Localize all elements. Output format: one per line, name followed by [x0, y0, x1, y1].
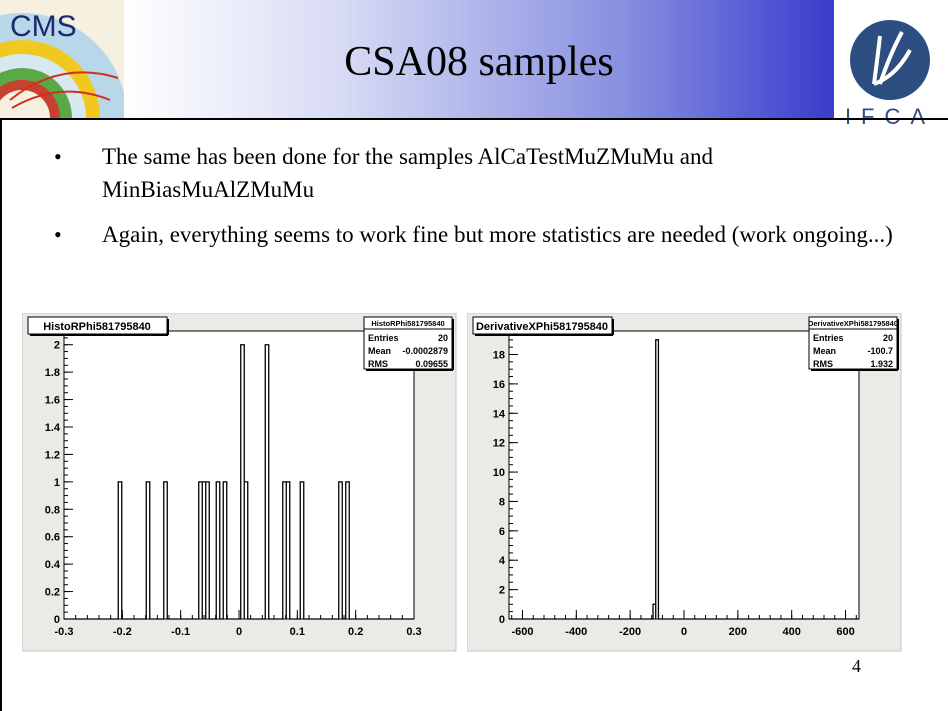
stats-name: DerivativeXPhi581795840 [808, 319, 898, 328]
bullet-list: • The same has been done for the samples… [50, 140, 910, 263]
y-tick-label: 16 [493, 379, 505, 391]
histogram-title-box: DerivativeXPhi581795840 [472, 316, 614, 336]
x-tick-label: -600 [511, 626, 533, 638]
stats-name: HistoRPhi581795840 [371, 319, 444, 328]
x-tick-label: 400 [783, 626, 801, 638]
y-tick-label: 6 [499, 526, 505, 538]
ifca-logo: IFCA [845, 20, 935, 129]
cms-logo-text: CMS [10, 10, 77, 43]
y-tick-label: 0.2 [45, 587, 60, 599]
bullet-item: • The same has been done for the samples… [50, 140, 910, 206]
stats-box: DerivativeXPhi581795840 Entries 20 Mean -100… [808, 316, 899, 371]
x-tick-label: 0 [681, 626, 687, 638]
histogram-title: DerivativeXPhi581795840 [476, 321, 608, 333]
histogram-title: HistoRPhi581795840 [43, 321, 151, 333]
stats-label: Entries [813, 333, 844, 343]
stats-box-frame [808, 316, 898, 370]
y-tick-label: 4 [499, 555, 506, 567]
y-tick-label: 8 [499, 496, 505, 508]
page-number: 4 [852, 656, 861, 676]
ifca-logo-text: IFCA [845, 104, 935, 129]
y-tick-label: 1.2 [45, 449, 60, 461]
x-tick-label: 600 [836, 626, 854, 638]
stats-box-frame [363, 316, 453, 370]
x-tick-label: -400 [565, 626, 587, 638]
y-tick-label: 18 [493, 350, 505, 362]
y-tick-label: 1.8 [45, 367, 60, 379]
bullet-text: The same has been done for the samples A… [102, 144, 713, 202]
bullet-dot: • [54, 144, 62, 169]
x-tick-label: -0.2 [113, 626, 132, 638]
y-tick-label: 0.8 [45, 504, 60, 516]
x-tick-label: 0.1 [290, 626, 305, 638]
y-tick-label: 2 [499, 585, 505, 597]
title-banner [124, 0, 834, 118]
header-rule [0, 118, 948, 120]
y-tick-label: 0.4 [45, 559, 61, 571]
stats-label: RMS [368, 359, 388, 369]
slide-header: CSA08 samples CMS IFCA [0, 0, 948, 129]
x-tick-label: -0.3 [55, 626, 74, 638]
stats-value: 20 [438, 333, 448, 343]
histogram-title-box: HistoRPhi581795840 [27, 316, 169, 336]
y-tick-label: 2 [54, 340, 60, 352]
x-tick-label: 0.3 [406, 626, 421, 638]
stats-label: RMS [813, 359, 833, 369]
stats-value: 1.932 [870, 359, 893, 369]
y-tick-label: 12 [493, 438, 505, 450]
left-border-rule [0, 0, 2, 711]
y-tick-label: 0 [54, 614, 60, 626]
stats-label: Entries [368, 333, 399, 343]
y-tick-label: 0.6 [45, 532, 60, 544]
stats-value: 0.09655 [415, 359, 448, 369]
x-tick-label: 200 [729, 626, 747, 638]
slide-title: CSA08 samples [344, 39, 614, 85]
histo-rphi-plot: 0 0.2 0.4 0.6 0.8 1 1.2 1.4 1.6 1.8 2 -0.3 -0.2 -0.1 0… [22, 313, 457, 652]
bullet-text: Again, everything seems to work fine but… [102, 222, 893, 247]
x-tick-label: -200 [619, 626, 641, 638]
stats-label: Mean [813, 346, 836, 356]
histogram-line [64, 344, 414, 620]
y-tick-label: 1.4 [45, 422, 61, 434]
y-tick-label: 1 [54, 477, 60, 489]
plot-frame [63, 330, 415, 620]
plot-frame [508, 330, 860, 620]
bullet-item: • Again, everything seems to work fine b… [50, 218, 910, 251]
y-tick-label: 10 [493, 467, 505, 479]
y-tick-label: 0 [499, 614, 505, 626]
cms-logo: CMS [0, 0, 124, 118]
stats-value: -0.0002879 [402, 346, 448, 356]
y-tick-label: 1.6 [45, 395, 60, 407]
x-tick-label: 0 [236, 626, 242, 638]
derivative-xphi-plot: 0 2 4 6 8 10 12 14 16 18 -600 -400 -200 0 200 400 600 Der… [467, 313, 902, 652]
y-tick-label: 14 [493, 408, 506, 420]
stats-value: -100.7 [867, 346, 893, 356]
stats-value: 20 [883, 333, 893, 343]
bullet-dot: • [54, 222, 62, 247]
stats-box: HistoRPhi581795840 Entries 20 Mean -0.000287… [363, 316, 454, 371]
histogram-line [509, 339, 859, 620]
x-tick-label: -0.1 [171, 626, 190, 638]
stats-label: Mean [368, 346, 391, 356]
x-tick-label: 0.2 [348, 626, 363, 638]
